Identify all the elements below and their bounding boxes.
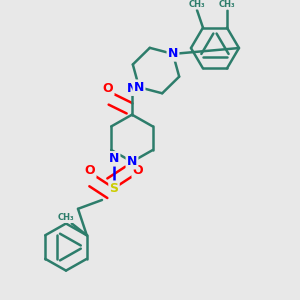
Text: N: N (168, 47, 178, 60)
Text: N: N (134, 81, 144, 94)
Text: CH₃: CH₃ (58, 213, 74, 222)
Text: N: N (127, 82, 137, 95)
Text: O: O (85, 164, 95, 177)
Text: O: O (103, 82, 113, 95)
Text: N: N (127, 155, 137, 168)
Text: CH₃: CH₃ (189, 0, 205, 9)
Text: O: O (133, 164, 143, 177)
Text: N: N (109, 152, 119, 165)
Text: CH₃: CH₃ (219, 0, 235, 9)
Text: S: S (110, 182, 118, 195)
